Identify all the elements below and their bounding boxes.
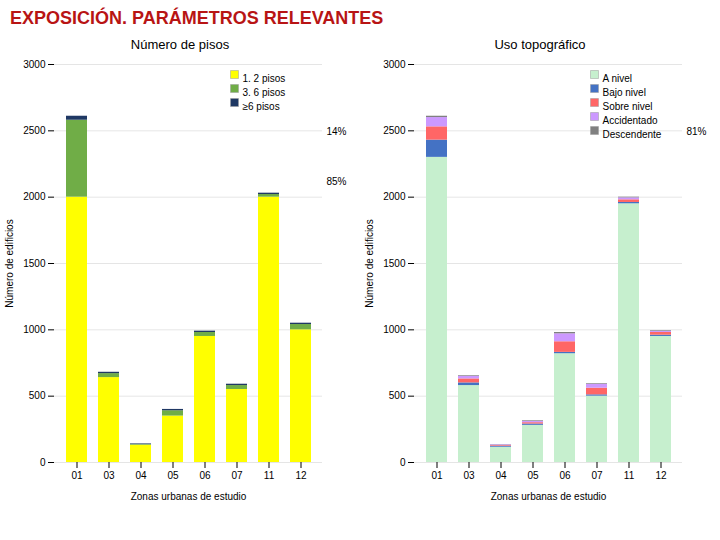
svg-text:05: 05: [167, 470, 179, 481]
svg-text:Descendente: Descendente: [603, 129, 662, 140]
svg-text:0: 0: [400, 457, 406, 468]
svg-text:12: 12: [295, 470, 307, 481]
html-text:EXPOSICIÓN. PARÁMETROS RELEVAN: EXPOSICIÓN. PARÁMETROS RELEVANTES: [10, 8, 384, 28]
svg-text:04: 04: [495, 470, 507, 481]
svg-text:Zonas urbanas de estudio: Zonas urbanas de estudio: [131, 491, 247, 502]
svg-text:A nivel: A nivel: [603, 73, 632, 84]
svg-text:2500: 2500: [23, 125, 46, 136]
svg-text:Accidentado: Accidentado: [603, 115, 658, 126]
svg-text:14%: 14%: [327, 126, 347, 137]
svg-text:0: 0: [40, 457, 46, 468]
html-text:Número de pisos: Número de pisos: [130, 37, 230, 52]
svg-text:Número de edificios: Número de edificios: [364, 219, 375, 307]
svg-text:01: 01: [431, 470, 443, 481]
svg-text:1500: 1500: [383, 258, 406, 269]
svg-text:1000: 1000: [23, 324, 46, 335]
svg-text:Número de edificios: Número de edificios: [4, 219, 15, 307]
html-text:Uso topográfico: Uso topográfico: [494, 37, 586, 52]
svg-text:3000: 3000: [383, 59, 406, 70]
svg-text:Zonas urbanas de estudio: Zonas urbanas de estudio: [491, 491, 607, 502]
svg-text:06: 06: [199, 470, 211, 481]
svg-text:03: 03: [103, 470, 115, 481]
svg-text:11: 11: [264, 470, 275, 481]
svg-text:1000: 1000: [383, 324, 406, 335]
svg-text:05: 05: [527, 470, 539, 481]
svg-text:03: 03: [463, 470, 475, 481]
svg-text:≥6 pisos: ≥6 pisos: [243, 101, 280, 112]
svg-text:500: 500: [29, 390, 46, 401]
svg-text:3. 6 pisos: 3. 6 pisos: [243, 87, 286, 98]
svg-text:2500: 2500: [383, 125, 406, 136]
svg-text:01: 01: [71, 470, 83, 481]
svg-text:85%: 85%: [327, 176, 347, 187]
svg-text:81%: 81%: [687, 126, 707, 137]
svg-text:07: 07: [591, 470, 603, 481]
svg-text:1. 2 pisos: 1. 2 pisos: [243, 73, 286, 84]
svg-text:04: 04: [135, 470, 147, 481]
svg-text:1500: 1500: [23, 258, 46, 269]
svg-text:06: 06: [559, 470, 571, 481]
svg-text:500: 500: [389, 390, 406, 401]
svg-text:2000: 2000: [23, 191, 46, 202]
svg-text:Bajo nivel: Bajo nivel: [603, 87, 646, 98]
svg-text:12: 12: [655, 470, 667, 481]
svg-text:3000: 3000: [23, 59, 46, 70]
svg-text:07: 07: [231, 470, 243, 481]
svg-text:Sobre nivel: Sobre nivel: [603, 101, 653, 112]
svg-text:11: 11: [624, 470, 635, 481]
svg-text:2000: 2000: [383, 191, 406, 202]
